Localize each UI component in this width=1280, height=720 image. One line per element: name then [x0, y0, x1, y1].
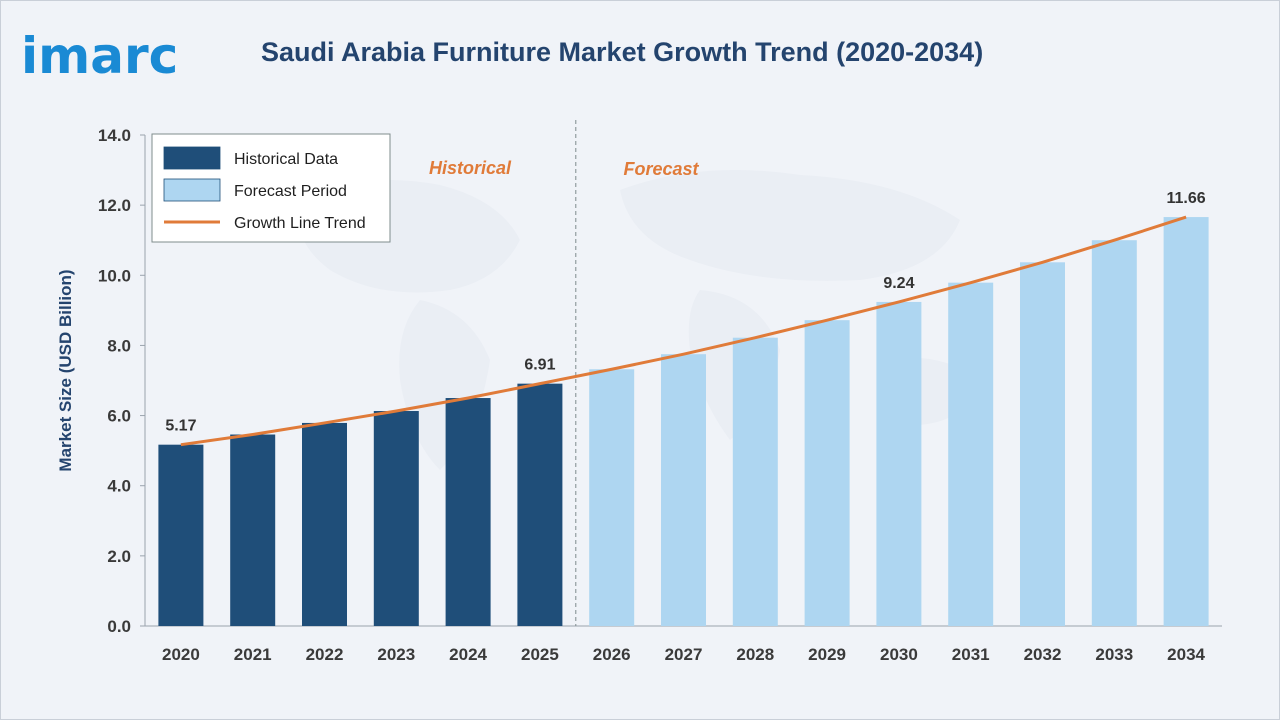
data-label-2030: 9.24	[883, 275, 914, 292]
y-tick-label: 2.0	[107, 547, 131, 566]
y-axis-label: Market Size (USD Billion)	[56, 269, 75, 471]
chart-title: Saudi Arabia Furniture Market Growth Tre…	[261, 37, 984, 67]
data-label-2020: 5.17	[165, 418, 196, 435]
bar-2024	[445, 398, 491, 626]
data-labels: Historical Forecast 5.17 6.91 9.24 11.66	[165, 158, 1205, 435]
x-tick-label: 2032	[1024, 645, 1062, 664]
y-tick-label: 14.0	[98, 126, 131, 145]
y-tick-label: 10.0	[98, 266, 131, 285]
legend-label: Forecast Period	[234, 183, 347, 200]
x-tick-label: 2026	[593, 645, 631, 664]
logo-text: imarc	[21, 29, 178, 85]
x-tick-label: 2022	[306, 645, 344, 664]
x-tick-label: 2027	[665, 645, 703, 664]
bar-2020	[158, 444, 204, 626]
x-tick-label: 2034	[1167, 645, 1205, 664]
x-tick-label: 2029	[808, 645, 846, 664]
bar-2032	[1020, 262, 1065, 626]
bar-2027	[661, 354, 706, 626]
bar-2030	[876, 301, 922, 626]
bars	[158, 217, 1209, 626]
imarc-logo: imarc	[21, 29, 178, 85]
x-tick-label: 2021	[234, 645, 272, 664]
legend-swatch	[163, 178, 221, 202]
historical-label: Historical	[429, 158, 512, 178]
legend-label: Historical Data	[234, 151, 338, 168]
x-tick-label: 2028	[736, 645, 774, 664]
bar-2025	[517, 383, 563, 626]
legend-label: Growth Line Trend	[234, 215, 366, 232]
bar-2029	[804, 320, 850, 626]
x-tick-label: 2031	[952, 645, 990, 664]
y-tick-label: 6.0	[107, 407, 131, 426]
data-label-2034: 11.66	[1167, 190, 1206, 207]
x-tick-label: 2023	[377, 645, 415, 664]
bar-2022	[302, 422, 347, 626]
bar-2026	[589, 369, 635, 626]
legend-swatch	[163, 146, 221, 170]
forecast-label: Forecast	[623, 159, 699, 179]
x-tick-label: 2020	[162, 645, 200, 664]
y-tick-label: 4.0	[107, 477, 131, 496]
growth-trend-line	[180, 215, 1187, 447]
bar-2028	[732, 337, 778, 626]
data-label-2025: 6.91	[524, 357, 555, 374]
bar-2033	[1091, 240, 1137, 626]
trend-line	[180, 215, 1187, 447]
bar-2034	[1163, 217, 1209, 626]
y-tick-label: 8.0	[107, 336, 131, 355]
x-tick-label: 2025	[521, 645, 559, 664]
x-tick-label: 2024	[449, 645, 487, 664]
legend: Historical Data Forecast Period Growth Lin…	[151, 133, 391, 243]
bar-2031	[948, 282, 994, 626]
y-tick-label: 12.0	[98, 196, 131, 215]
bar-2023	[373, 411, 419, 626]
x-tick-label: 2033	[1095, 645, 1133, 664]
axes: 0.0 2.0 4.0 6.0 8.0 10.0 12.0 14.0 Market Size (…	[56, 120, 1222, 664]
y-tick-label: 0.0	[107, 617, 131, 636]
bar-2021	[230, 434, 276, 626]
x-tick-label: 2030	[880, 645, 918, 664]
